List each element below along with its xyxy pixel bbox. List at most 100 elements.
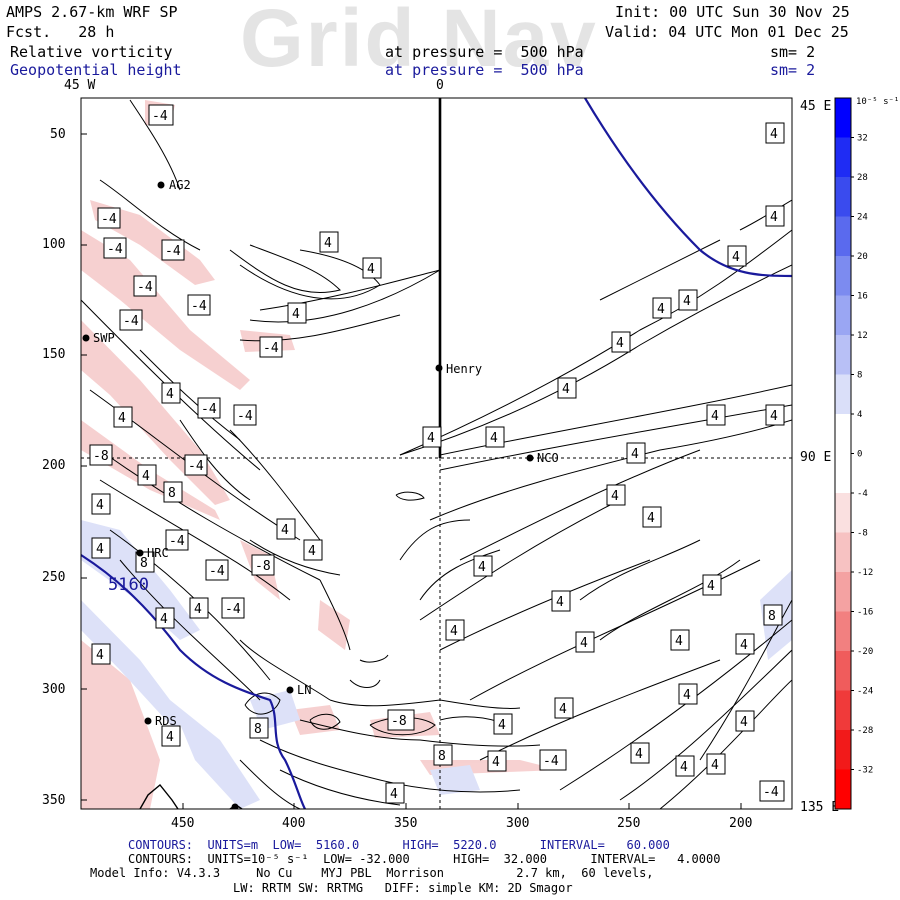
svg-text:4: 4 [683, 688, 691, 703]
svg-text:4: 4 [559, 702, 567, 717]
svg-text:4: 4 [96, 648, 104, 663]
svg-text:-4: -4 [237, 409, 253, 424]
colorbar-cell [835, 651, 851, 691]
colorbar-unit: 10⁻⁵ s⁻¹ [856, 97, 899, 107]
colorbar-tick-label: -32 [857, 766, 873, 776]
svg-text:4: 4 [492, 755, 500, 770]
svg-text:-4: -4 [543, 754, 559, 769]
forecast-hour: Fcst. 28 h [6, 23, 115, 41]
colorbar-cell [835, 177, 851, 217]
station-henry: Henry [435, 362, 482, 376]
contour-label-group: -4 -4 -4 -4 -4 -4 -4 -4 -4 -4 -4 -8 -4 -… [89, 104, 785, 804]
colorbar-ticks: 32 28 24 20 16 12 8 4 0 -4 -8 -12 -16 -20 -24 -28 -32 [851, 134, 873, 776]
colorbar-cell [835, 611, 851, 652]
contour-label: -4 [233, 404, 257, 426]
colorbar-cell [835, 216, 851, 257]
contour-label: 8 [249, 717, 269, 739]
model-title: AMPS 2.67-km WRF SP [6, 3, 178, 21]
svg-text:-8: -8 [93, 449, 109, 464]
svg-text:4: 4 [647, 511, 655, 526]
svg-text:4: 4 [556, 595, 564, 610]
colorbar-cell [835, 532, 851, 573]
y-tick-250: 250 [42, 570, 66, 585]
svg-text:8: 8 [768, 609, 776, 624]
svg-text:NCO: NCO [537, 451, 559, 465]
top-label-0: 0 [436, 78, 444, 93]
svg-text:4: 4 [683, 294, 691, 309]
svg-text:-4: -4 [169, 534, 185, 549]
svg-text:4: 4 [194, 602, 202, 617]
svg-text:-4: -4 [137, 280, 153, 295]
svg-text:4: 4 [490, 431, 498, 446]
y-tick-150: 150 [42, 347, 66, 362]
contour-label: -4 [187, 294, 211, 316]
svg-text:4: 4 [611, 489, 619, 504]
svg-text:4: 4 [580, 636, 588, 651]
watermark: Grid Nav [240, 0, 598, 84]
svg-text:4: 4 [96, 498, 104, 513]
svg-text:4: 4 [680, 760, 688, 775]
field-vorticity: Relative vorticity [10, 43, 173, 61]
svg-text:AG2: AG2 [169, 178, 191, 192]
svg-text:4: 4 [711, 758, 719, 773]
contour-label: 8 [163, 481, 183, 503]
svg-text:-4: -4 [107, 242, 123, 257]
colorbar-tick-label: 20 [857, 252, 868, 262]
svg-text:4: 4 [732, 250, 740, 265]
svg-text:4: 4 [292, 307, 300, 322]
colorbar-cell [835, 137, 851, 178]
colorbar-tick-label: -8 [857, 529, 868, 539]
contour-label: -4 [119, 309, 143, 331]
contour-label: 8 [135, 551, 155, 573]
colorbar-cell [835, 256, 851, 296]
contour-label: -4 [133, 275, 157, 297]
contour-label: -4 [759, 780, 785, 802]
svg-text:-4: -4 [188, 459, 204, 474]
svg-text:Henry: Henry [446, 362, 482, 376]
svg-text:4: 4 [281, 523, 289, 538]
svg-text:8: 8 [254, 722, 262, 737]
pressure-vorticity: at pressure = 500 hPa [385, 43, 584, 61]
contour-label: -8 [387, 709, 415, 731]
svg-text:-4: -4 [123, 314, 139, 329]
svg-text:8: 8 [168, 486, 176, 501]
svg-text:RDS: RDS [155, 714, 177, 728]
station-hrc: HRC [136, 546, 169, 560]
contour-label: -4 [184, 454, 208, 476]
y-tick-200: 200 [42, 458, 66, 473]
svg-text:4: 4 [675, 634, 683, 649]
station-swp: SWP [82, 331, 115, 345]
colorbar-tick-label: 32 [857, 134, 868, 144]
svg-text:8: 8 [140, 556, 148, 571]
height-contour-label: 5160 [108, 575, 149, 595]
svg-text:4: 4 [631, 447, 639, 462]
x-tick-400: 400 [282, 816, 306, 831]
svg-text:LN: LN [297, 683, 311, 697]
svg-text:4: 4 [707, 579, 715, 594]
top-label-45w: 45 W [64, 78, 96, 93]
svg-text:4: 4 [478, 560, 486, 575]
valid-time: Valid: 04 UTC Mon 01 Dec 25 [605, 23, 849, 41]
station-rds: RDS [144, 714, 177, 728]
svg-text:4: 4 [390, 787, 398, 802]
contour-label: -4 [221, 597, 245, 619]
svg-text:4: 4 [166, 730, 174, 745]
colorbar-cell [835, 690, 851, 731]
colorbar-cell [835, 335, 851, 375]
contour-label: -4 [97, 207, 121, 229]
colorbar-tick-label: -20 [857, 647, 873, 657]
svg-text:4: 4 [635, 747, 643, 762]
svg-text:-4: -4 [763, 785, 779, 800]
station-ag2: AG2 [157, 178, 191, 192]
svg-text:-8: -8 [391, 714, 407, 729]
y-tick-50: 50 [50, 127, 66, 142]
colorbar-cell [835, 769, 851, 810]
colorbar-tick-label: 4 [857, 410, 862, 420]
x-tick-450: 450 [171, 816, 195, 831]
colorbar-tick-label: 24 [857, 213, 868, 223]
right-label-135e: 135 E [800, 800, 840, 815]
svg-text:SWP: SWP [93, 331, 115, 345]
station-ln: LN [286, 683, 311, 697]
right-label-90e: 90 E [800, 450, 832, 465]
